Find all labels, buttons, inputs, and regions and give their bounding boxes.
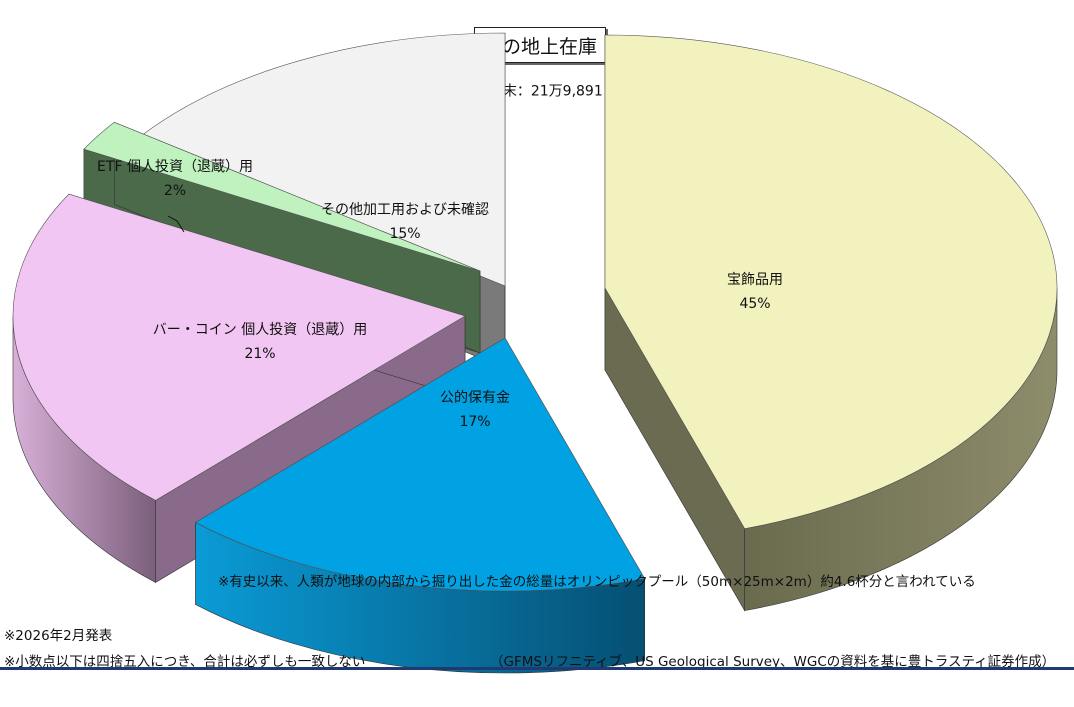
slice-value-other: 15% (389, 226, 421, 242)
slice-value-jewelry: 45% (739, 296, 771, 312)
slice-label-etf: ETF 個人投資（退蔵）用 2% (70, 155, 280, 203)
slice-label-other: その他加工用および未確認 15% (300, 198, 510, 246)
etf-leader-line (167, 215, 185, 233)
slice-label-bar-coin: バー・コイン 個人投資（退蔵）用 21% (135, 318, 385, 366)
rounding-note: ※小数点以下は四捨五入につき、合計は必ずしも一致しない (4, 654, 366, 670)
slice-top-bar-coin (12, 193, 466, 501)
slice-name-etf: ETF 個人投資（退蔵）用 (97, 159, 253, 175)
page-title-text: 金の地上在庫 (482, 35, 597, 58)
slice-name-jewelry: 宝飾品用 (727, 272, 783, 288)
slice-top-other (138, 32, 506, 287)
slice-name-bar-coin: バー・コイン 個人投資（退蔵）用 (152, 322, 368, 338)
footer-rule (0, 667, 1074, 670)
slice-top-jewelry (604, 34, 1058, 529)
olympic-note: ※有史以来、人類が地球の内部から掘り出した金の総量はオリンピックプール（50m×… (218, 574, 976, 590)
slice-top-etf (83, 121, 481, 272)
slice-label-official: 公的保有金 17% (420, 386, 530, 434)
pie-slice-official (194, 336, 646, 674)
source-note: （GFMSリフニティブ、US Geological Survey、WGCの資料を… (490, 654, 1056, 670)
slice-top-official (194, 337, 646, 592)
slice-label-jewelry: 宝飾品用 45% (700, 268, 810, 316)
slice-name-official: 公的保有金 (440, 390, 510, 406)
slice-value-bar-coin: 21% (244, 346, 276, 362)
pie-slice-jewelry (604, 34, 1058, 612)
slice-value-etf: 2% (163, 183, 187, 199)
slice-name-other: その他加工用および未確認 (321, 202, 489, 218)
slice-value-official: 17% (459, 414, 491, 430)
published-note: ※2026年2月発表 (4, 628, 113, 644)
